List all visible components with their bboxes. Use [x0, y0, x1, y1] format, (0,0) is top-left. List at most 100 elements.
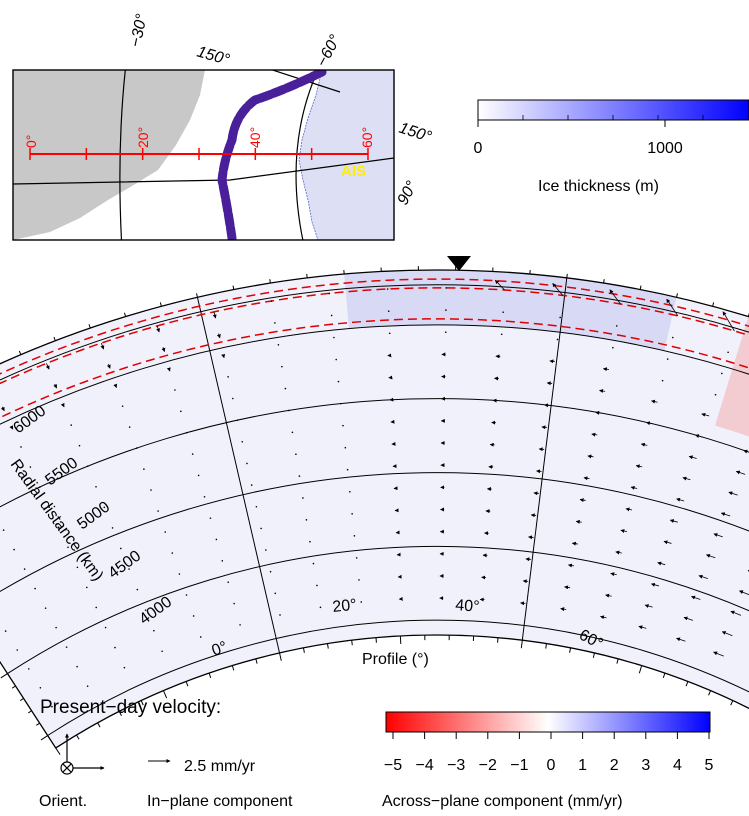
- profile-tick: [351, 640, 353, 646]
- profile-tick: [730, 700, 734, 706]
- velocity-vector: [579, 498, 586, 503]
- profile-tick: [118, 711, 122, 716]
- legend-title: Present−day velocity:: [40, 697, 221, 718]
- velocity-vector: [103, 506, 106, 509]
- velocity-vector: [265, 549, 267, 551]
- velocity-vector: [387, 310, 390, 312]
- outer-tick: [88, 324, 91, 329]
- velocity-vector: [328, 292, 331, 295]
- velocity-vector: [705, 554, 716, 559]
- profile-tick: [185, 681, 189, 687]
- across-plane-colorbar-ticks: [392, 732, 710, 739]
- survey-track: [217, 70, 327, 240]
- velocity-vector: [23, 568, 26, 570]
- velocity-vector: [51, 705, 53, 708]
- velocity-vector: [128, 426, 131, 428]
- velocity-vector: [67, 546, 69, 549]
- map-inset: 0° 20° 40° 60° AIS −30° −60° 150° 150° 9…: [12, 12, 434, 241]
- velocity-vector: [215, 538, 218, 541]
- velocity-vector: [735, 470, 746, 475]
- across-colorbar-tick-label: −2: [479, 757, 497, 774]
- velocity-vector: [216, 333, 221, 339]
- profile-tick: [545, 643, 547, 649]
- outer-tick: [123, 312, 127, 317]
- velocity-vector: [682, 476, 691, 481]
- velocity-vector: [39, 486, 41, 488]
- profile-axis-label: Profile (°): [362, 651, 429, 668]
- velocity-vector: [335, 358, 337, 361]
- lon-label--60: −60°: [314, 32, 345, 70]
- velocity-vector: [221, 353, 226, 359]
- velocity-vector: [727, 351, 729, 354]
- velocity-vector: [346, 468, 349, 471]
- velocity-vector: [164, 531, 167, 533]
- velocity-vector: [620, 529, 628, 533]
- cross-section-outline: [0, 269, 749, 749]
- velocity-vector: [351, 513, 353, 515]
- velocity-vector: [95, 485, 97, 488]
- cross-section: 6000 5500 5000 4500 4000 Radial distance…: [0, 256, 749, 755]
- velocity-vector: [143, 468, 145, 470]
- across-colorbar-tick-label: 3: [641, 757, 650, 774]
- velocity-vector: [360, 601, 363, 603]
- velocity-vector: [4, 630, 7, 632]
- velocity-vector: [640, 442, 648, 447]
- velocity-vector: [502, 311, 504, 313]
- velocity-vector: [55, 626, 57, 629]
- velocity-vector: [445, 287, 447, 289]
- velocity-vector: [671, 336, 674, 339]
- velocity-vector: [274, 592, 277, 595]
- velocity-vector: [185, 431, 188, 434]
- velocity-vector: [178, 573, 181, 575]
- velocity-vector: [174, 389, 176, 391]
- outer-tick: [18, 350, 22, 355]
- velocity-vector: [104, 626, 107, 629]
- map-profile-label-40: 40°: [247, 127, 263, 148]
- velocity-vector: [212, 311, 217, 319]
- velocity-vector: [721, 631, 733, 637]
- velocity-vector: [388, 332, 391, 335]
- velocity-vector: [277, 344, 280, 346]
- across-colorbar-tick-label: 0: [547, 757, 556, 774]
- velocity-vector: [605, 593, 612, 598]
- across-colorbar-tick-label: −1: [510, 757, 528, 774]
- velocity-vector: [638, 625, 647, 630]
- velocity-vector: [645, 421, 653, 426]
- velocity-vector: [150, 489, 152, 491]
- velocity-vector: [153, 629, 155, 632]
- velocity-vector: [199, 636, 202, 638]
- velocity-vector: [698, 574, 708, 580]
- negative-velocity-zone: [715, 316, 749, 437]
- velocity-vector: [386, 288, 389, 290]
- velocity-vector: [713, 533, 723, 538]
- velocity-vector: [444, 331, 447, 334]
- velocity-vector: [615, 550, 622, 555]
- profile-gridlines: [196, 277, 568, 654]
- profile-gridline-20: [196, 297, 281, 654]
- map-frame: [12, 69, 395, 241]
- radial-gridline-5000: [0, 472, 749, 593]
- velocity-vector: [358, 579, 360, 581]
- velocity-vector: [241, 441, 244, 443]
- velocity-vector: [121, 405, 124, 407]
- radial-gridlines: [0, 284, 749, 736]
- velocity-vector: [9, 425, 14, 430]
- velocity-vector: [65, 646, 68, 648]
- velocity-vectors: [0, 279, 749, 708]
- radial-tick: [27, 710, 32, 714]
- velocity-vector: [2, 529, 5, 531]
- velocity-vector: [85, 586, 88, 589]
- velocity-vector: [602, 367, 610, 372]
- longitude-line--30: [119, 70, 126, 240]
- velocity-vector: [305, 519, 308, 521]
- velocity-vector: [269, 570, 272, 573]
- velocity-vector: [612, 346, 614, 349]
- orientation-icon: [60, 733, 105, 775]
- velocity-vector: [171, 552, 174, 554]
- velocity-vector: [260, 527, 262, 530]
- velocity-vector: [70, 424, 73, 426]
- velocity-vector: [203, 495, 206, 498]
- orient-label: Orient.: [39, 793, 87, 810]
- profile-tick: [685, 681, 689, 687]
